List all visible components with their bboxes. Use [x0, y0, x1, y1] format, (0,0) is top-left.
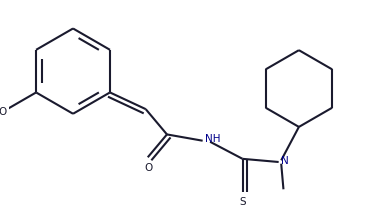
Text: O: O: [145, 163, 153, 173]
Text: O: O: [0, 107, 7, 117]
Text: N: N: [281, 156, 288, 166]
Text: NH: NH: [205, 134, 220, 144]
Text: S: S: [239, 197, 246, 207]
